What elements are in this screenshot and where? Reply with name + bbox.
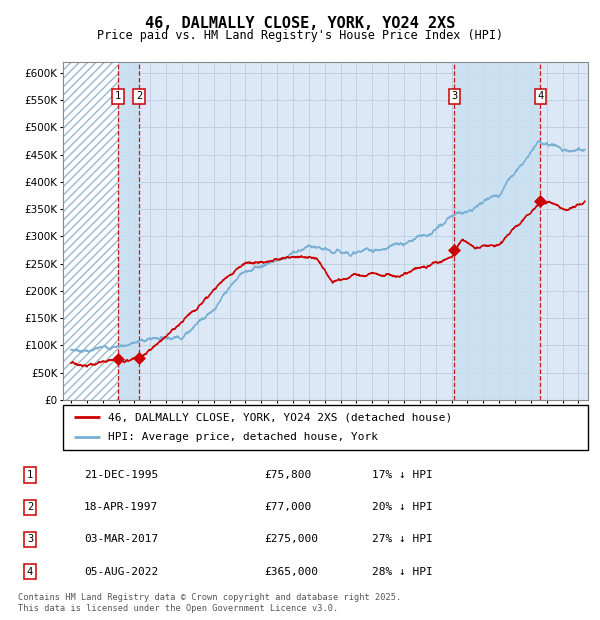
Text: 3: 3: [27, 534, 33, 544]
Text: 3: 3: [451, 91, 457, 101]
Text: 03-MAR-2017: 03-MAR-2017: [84, 534, 158, 544]
Text: Price paid vs. HM Land Registry's House Price Index (HPI): Price paid vs. HM Land Registry's House …: [97, 29, 503, 42]
Text: 05-AUG-2022: 05-AUG-2022: [84, 567, 158, 577]
Bar: [63, 62, 118, 400]
Text: 20% ↓ HPI: 20% ↓ HPI: [372, 502, 433, 512]
Text: 2: 2: [27, 502, 33, 512]
Text: 1: 1: [27, 470, 33, 480]
Text: £275,000: £275,000: [264, 534, 318, 544]
Text: 2: 2: [136, 91, 142, 101]
Text: 28% ↓ HPI: 28% ↓ HPI: [372, 567, 433, 577]
Text: £75,800: £75,800: [264, 470, 311, 480]
Text: Contains HM Land Registry data © Crown copyright and database right 2025.
This d: Contains HM Land Registry data © Crown c…: [18, 593, 401, 613]
Text: 27% ↓ HPI: 27% ↓ HPI: [372, 534, 433, 544]
Text: 46, DALMALLY CLOSE, YORK, YO24 2XS (detached house): 46, DALMALLY CLOSE, YORK, YO24 2XS (deta…: [107, 412, 452, 422]
Text: 4: 4: [537, 91, 544, 101]
Text: 18-APR-1997: 18-APR-1997: [84, 502, 158, 512]
Text: HPI: Average price, detached house, York: HPI: Average price, detached house, York: [107, 432, 377, 442]
Bar: [63, 62, 118, 400]
Text: 1: 1: [115, 91, 121, 101]
Text: £365,000: £365,000: [264, 567, 318, 577]
Text: £77,000: £77,000: [264, 502, 311, 512]
Bar: [118, 62, 139, 400]
Text: 4: 4: [27, 567, 33, 577]
Bar: [454, 62, 540, 400]
Text: 17% ↓ HPI: 17% ↓ HPI: [372, 470, 433, 480]
Text: 21-DEC-1995: 21-DEC-1995: [84, 470, 158, 480]
Text: 46, DALMALLY CLOSE, YORK, YO24 2XS: 46, DALMALLY CLOSE, YORK, YO24 2XS: [145, 16, 455, 30]
